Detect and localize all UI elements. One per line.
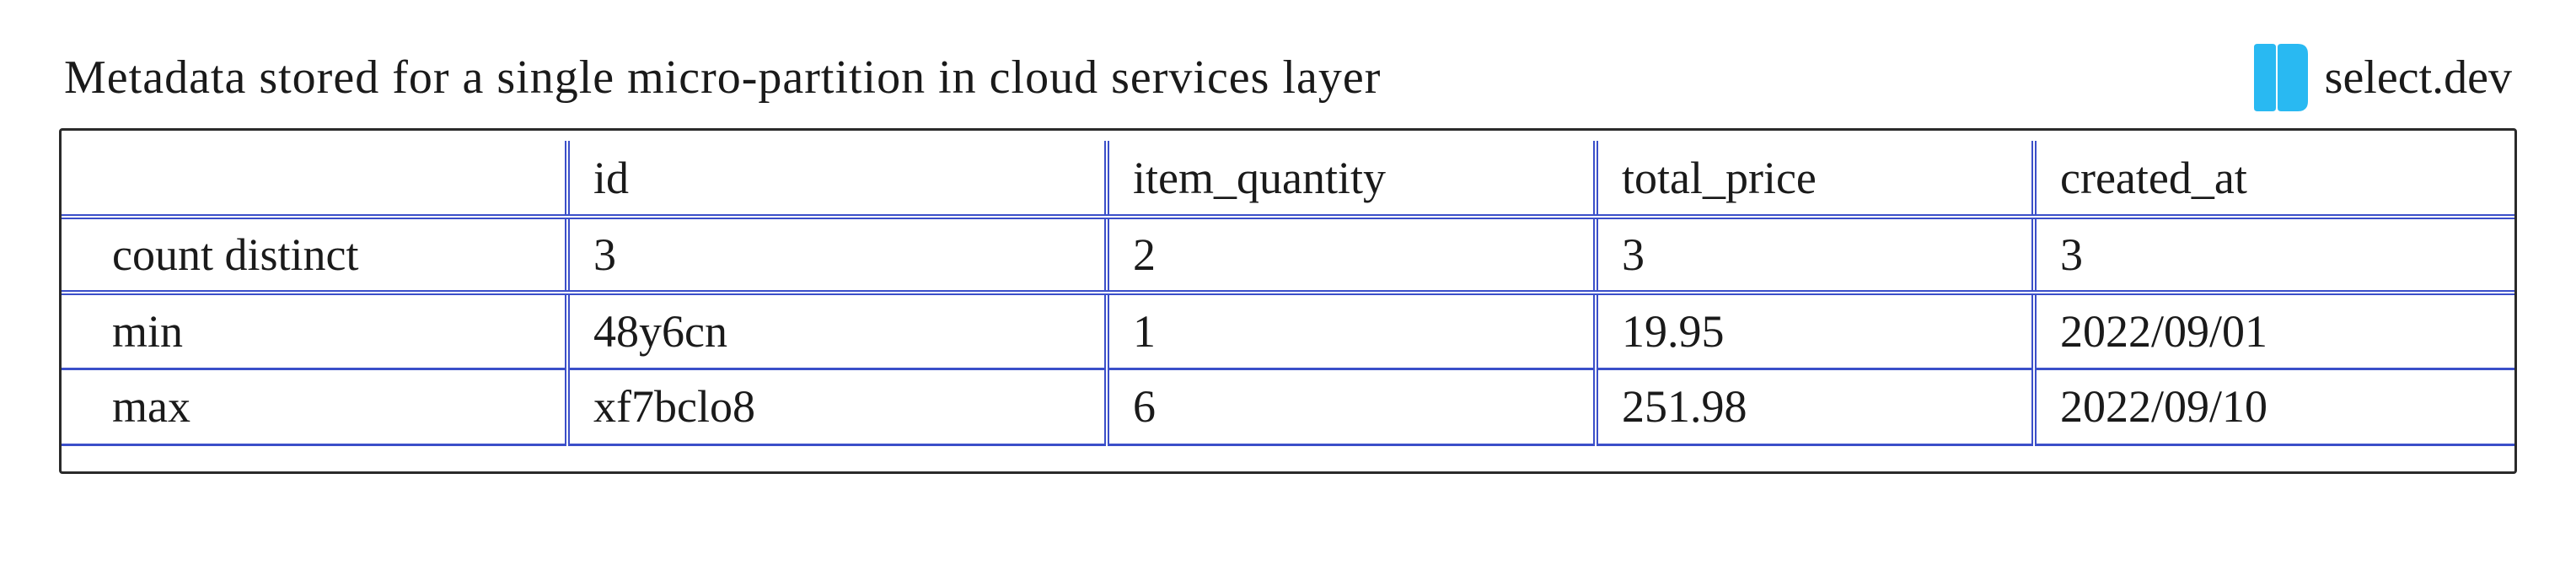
metadata-table: id item_quantity total_price created_at …: [62, 141, 2514, 446]
column-header-item-quantity: item_quantity: [1107, 141, 1596, 217]
table-row: min 48y6cn 1 19.95 2022/09/01: [62, 293, 2514, 369]
cell-max-id: xf7bclo8: [567, 369, 1107, 444]
cell-count-date: 3: [2034, 217, 2514, 293]
brand-text: select.dev: [2325, 51, 2512, 105]
row-label-count-distinct: count distinct: [62, 217, 567, 293]
page: Metadata stored for a single micro-parti…: [0, 0, 2576, 565]
table-header-row: id item_quantity total_price created_at: [62, 141, 2514, 217]
header: Metadata stored for a single micro-parti…: [59, 42, 2517, 113]
column-header-created-at: created_at: [2034, 141, 2514, 217]
brand: select.dev: [2239, 42, 2512, 113]
brand-logo-icon: [2239, 42, 2310, 113]
cell-max-qty: 6: [1107, 369, 1596, 444]
cell-count-qty: 2: [1107, 217, 1596, 293]
cell-min-qty: 1: [1107, 293, 1596, 369]
cell-min-id: 48y6cn: [567, 293, 1107, 369]
cell-min-date: 2022/09/01: [2034, 293, 2514, 369]
cell-count-id: 3: [567, 217, 1107, 293]
page-title: Metadata stored for a single micro-parti…: [64, 51, 1381, 105]
table-frame: id item_quantity total_price created_at …: [59, 128, 2517, 474]
cell-max-price: 251.98: [1596, 369, 2034, 444]
column-header-total-price: total_price: [1596, 141, 2034, 217]
table-row: count distinct 3 2 3 3: [62, 217, 2514, 293]
row-label-min: min: [62, 293, 567, 369]
table-row: max xf7bclo8 6 251.98 2022/09/10: [62, 369, 2514, 444]
cell-min-price: 19.95: [1596, 293, 2034, 369]
row-label-max: max: [62, 369, 567, 444]
column-header-id: id: [567, 141, 1107, 217]
cell-max-date: 2022/09/10: [2034, 369, 2514, 444]
cell-count-price: 3: [1596, 217, 2034, 293]
column-header-stat: [62, 141, 567, 217]
